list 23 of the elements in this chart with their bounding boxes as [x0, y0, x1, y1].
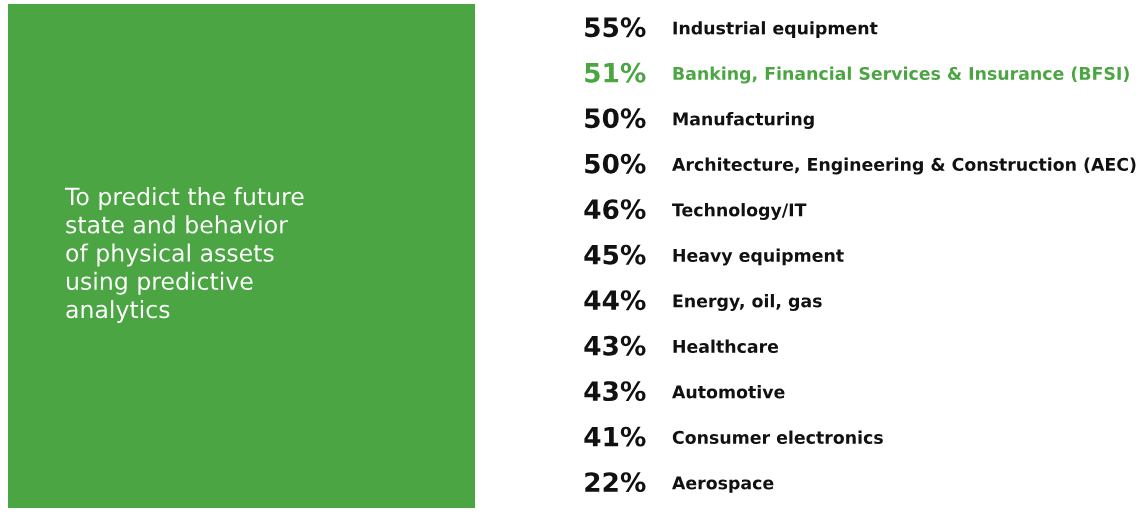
category-label: Heavy equipment — [673, 248, 844, 266]
data-label: 55% — [585, 17, 646, 38]
category-label: Consumer electronics — [672, 430, 883, 444]
category-label: Banking, Financial Services & Insurance (BFSI) — [673, 66, 1129, 84]
data-label: 45% — [584, 244, 646, 265]
category-label: Energy, oil, gas — [673, 294, 822, 311]
data-label: 44% — [584, 290, 646, 311]
data-label: 22% — [585, 472, 646, 493]
category-label: Healthcare — [673, 339, 779, 354]
data-label: 43% — [584, 335, 646, 356]
data-label: 46% — [584, 199, 646, 220]
category-label: Aerospace — [672, 476, 774, 493]
data-label: 43% — [584, 381, 646, 402]
data-label: 50% — [585, 153, 646, 174]
category-label: Manufacturing — [673, 112, 814, 130]
data-label: 50% — [585, 108, 646, 129]
data-label: 51% — [585, 62, 646, 83]
text: To predict the future state and behavior of physical assets using predictive analytics — [64, 187, 304, 323]
category-label: Automotive — [672, 385, 785, 399]
category-label: Technology/IT — [672, 203, 807, 220]
data-label: 41% — [584, 426, 646, 447]
category-label: Industrial equipment — [673, 21, 878, 38]
category-label: Architecture, Engineering & Construction (AEC) — [672, 157, 1136, 175]
